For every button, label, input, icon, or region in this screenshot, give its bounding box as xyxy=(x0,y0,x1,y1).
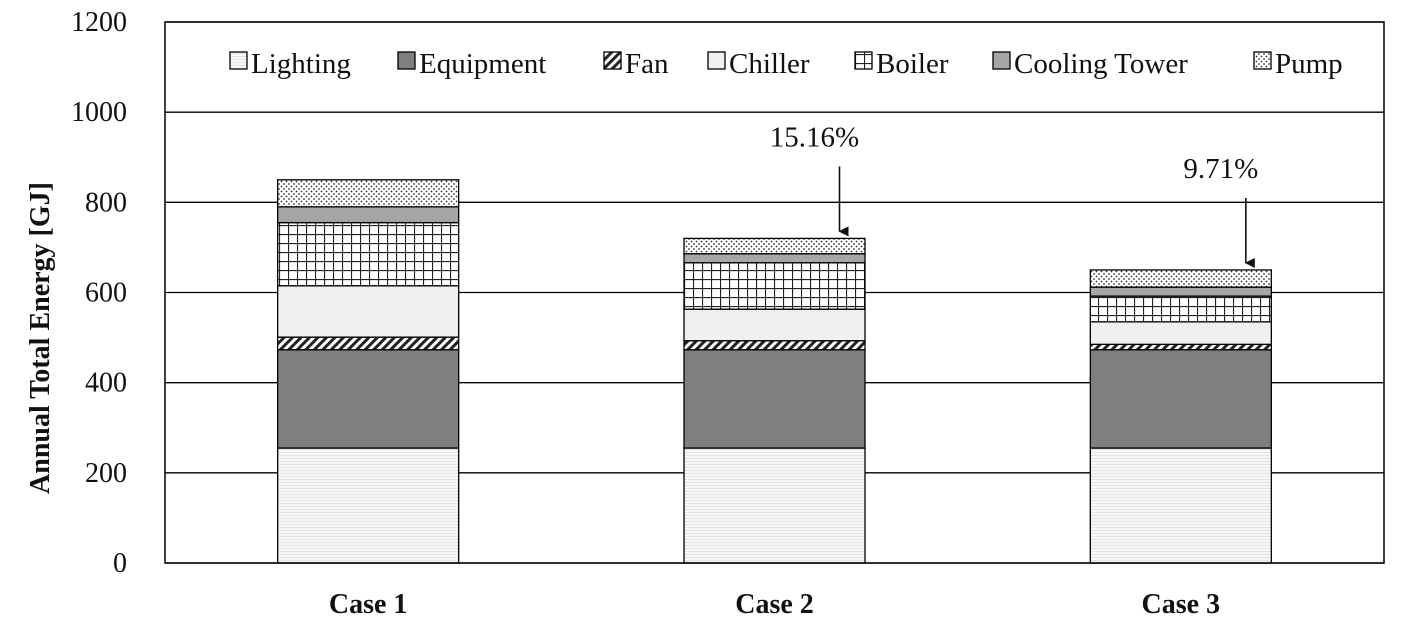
x-tick-label: Case 2 xyxy=(735,589,814,620)
legend: Lighting Equipment Fan Chiller Boiler Cooling… xyxy=(229,48,1343,80)
y-tick-label: 0 xyxy=(113,548,127,579)
legend-label: Lighting xyxy=(251,48,351,80)
bar-segment-cooling-tower-case-2 xyxy=(683,253,866,264)
bar-segment-pump-case-1 xyxy=(277,179,460,208)
annotation-case-2: 15.16% xyxy=(770,121,859,237)
axes: 0 200 400 600 800 1000 1200 Case 1 Case 2 Case 3 xyxy=(71,7,1385,620)
legend-swatch xyxy=(603,51,622,70)
legend-label: Boiler xyxy=(876,48,949,80)
legend-item-pump: Pump xyxy=(1253,48,1343,80)
bar-segment-boiler-case-1 xyxy=(277,221,460,287)
bar-segment-chiller-case-2 xyxy=(683,308,866,342)
legend-item-chiller: Chiller xyxy=(707,48,810,80)
bar-segment-fan-case-1 xyxy=(277,336,460,351)
bar-segment-boiler-case-2 xyxy=(683,262,866,310)
bar-segment-equipment-case-1 xyxy=(277,349,460,449)
legend-label: Pump xyxy=(1275,48,1343,80)
legend-item-lighting: Lighting xyxy=(229,48,351,80)
bars xyxy=(277,179,1272,564)
annotation-label: 9.71% xyxy=(1183,153,1258,185)
legend-item-fan: Fan xyxy=(603,48,669,80)
legend-label: Equipment xyxy=(419,48,546,80)
legend-item-cooling-tower: Cooling Tower xyxy=(992,48,1188,80)
y-tick-label: 200 xyxy=(85,458,127,489)
bar-segment-pump-case-2 xyxy=(683,237,866,255)
y-tick-label: 600 xyxy=(85,278,127,309)
x-tick-label: Case 3 xyxy=(1142,589,1221,620)
legend-item-boiler: Boiler xyxy=(854,48,949,80)
y-tick-label: 400 xyxy=(85,368,127,399)
y-axis-title: Annual Total Energy [GJ] xyxy=(25,182,56,494)
bar-segment-cooling-tower-case-1 xyxy=(277,206,460,224)
annotation-case-3: 9.71% xyxy=(1183,153,1258,268)
legend-swatch xyxy=(1253,51,1272,70)
legend-label: Fan xyxy=(625,48,669,80)
annotation-label: 15.16% xyxy=(770,121,859,153)
legend-swatch xyxy=(707,51,726,70)
legend-item-equipment: Equipment xyxy=(397,48,546,80)
y-tick-label: 1000 xyxy=(71,97,127,128)
bar-segment-cooling-tower-case-3 xyxy=(1089,286,1272,297)
bar-segment-fan-case-3 xyxy=(1089,343,1272,351)
legend-label: Cooling Tower xyxy=(1014,48,1188,80)
bar-segment-fan-case-2 xyxy=(683,340,866,351)
bar-segment-lighting-case-1 xyxy=(277,447,460,564)
legend-swatch xyxy=(229,51,248,70)
bar-segment-boiler-case-3 xyxy=(1089,295,1272,323)
bar-segment-chiller-case-3 xyxy=(1089,321,1272,345)
bar-segment-lighting-case-2 xyxy=(683,447,866,564)
y-tick-label: 800 xyxy=(85,187,127,218)
legend-swatch xyxy=(992,51,1011,70)
annotations: 15.16% 9.71% xyxy=(770,121,1258,268)
legend-label: Chiller xyxy=(729,48,810,80)
bar-segment-lighting-case-3 xyxy=(1089,447,1272,564)
legend-swatch xyxy=(397,51,416,70)
legend-swatch xyxy=(854,51,873,70)
bar-segment-chiller-case-1 xyxy=(277,285,460,338)
bar-segment-equipment-case-2 xyxy=(683,349,866,449)
x-tick-label: Case 1 xyxy=(329,589,408,620)
plot-frame xyxy=(164,21,1385,564)
bar-segment-pump-case-3 xyxy=(1089,269,1272,288)
bar-segment-equipment-case-3 xyxy=(1089,349,1272,449)
y-tick-label: 1200 xyxy=(71,7,127,38)
